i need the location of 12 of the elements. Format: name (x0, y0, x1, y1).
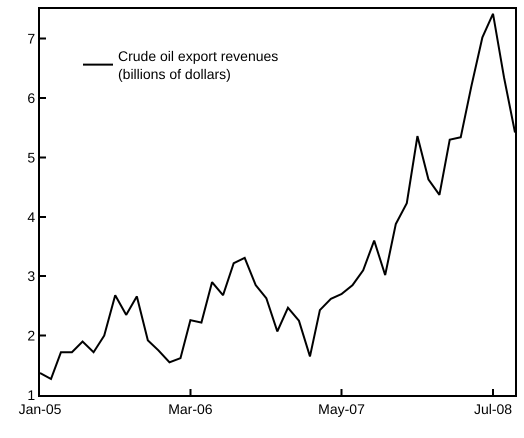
y-tick-label: 5 (27, 149, 36, 166)
y-tick-label: 2 (27, 328, 36, 344)
x-tick-label: Jul-08 (474, 400, 512, 417)
legend-label: Crude oil export revenues (billions of dollars) (118, 48, 278, 82)
y-tick-label: 4 (27, 208, 36, 225)
y-tick-label: 3 (27, 268, 36, 284)
x-tick-label: Jan-05 (18, 400, 62, 417)
x-tick-label: Mar-06 (168, 400, 213, 417)
y-tick-label: 7 (27, 30, 36, 47)
y-tick-label: 1 (27, 386, 36, 403)
x-tick-label: May-07 (318, 400, 366, 417)
y-tick-label: 6 (27, 90, 36, 106)
